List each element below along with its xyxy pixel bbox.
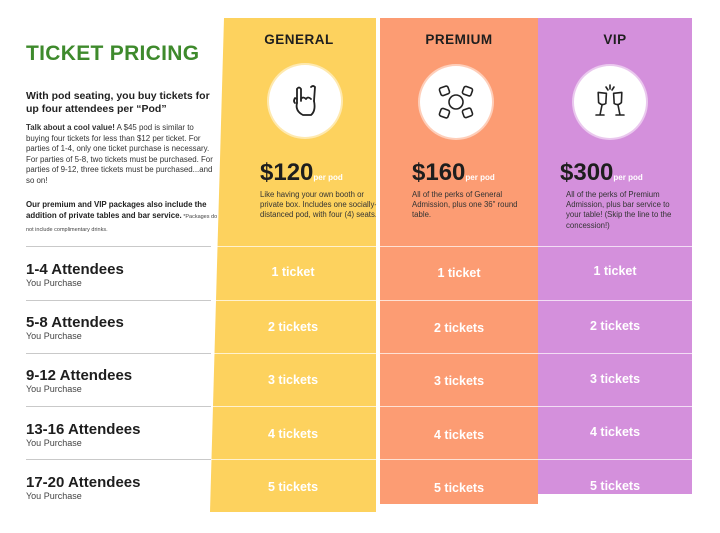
row-divider — [538, 406, 692, 407]
row-divider — [538, 459, 692, 460]
row-sub: You Purchase — [26, 331, 82, 341]
tickets-general-1: 1 ticket — [271, 265, 315, 279]
intro-heading: With pod seating, you buy tickets for up… — [26, 90, 210, 115]
row-attendees: 9-12 Attendees — [26, 367, 133, 384]
tickets-vip-5: 5 tickets — [589, 479, 641, 493]
tickets-general-4: 4 tickets — [267, 427, 319, 441]
row-divider — [26, 300, 211, 301]
intro-paragraph: Talk about a cool value! A $45 pod is si… — [26, 123, 216, 187]
column-general: GENERAL $120per pod Like having your own… — [210, 18, 376, 512]
row-divider — [26, 406, 211, 407]
price-unit: per pod — [313, 173, 343, 182]
price-vip: $300per pod — [560, 159, 643, 187]
description-premium: All of the perks of General Admission, p… — [412, 190, 518, 220]
row-divider — [26, 353, 211, 354]
row-label-2: 5-8 Attendees You Purchase — [26, 314, 211, 342]
row-divider — [538, 246, 692, 247]
tickets-general-5: 5 tickets — [267, 480, 319, 494]
row-sub: You Purchase — [26, 384, 82, 394]
left-panel: TICKET PRICING With pod seating, you buy… — [0, 0, 217, 533]
packages-disclaimer: *Packages do not include complimentary d… — [26, 214, 218, 233]
rock-hand-icon — [269, 65, 341, 137]
price-general: $120per pod — [260, 159, 343, 187]
tickets-vip-1: 1 ticket — [593, 264, 637, 278]
price-value: $120 — [260, 159, 314, 186]
tickets-premium-2: 2 tickets — [433, 321, 485, 335]
price-unit: per pod — [465, 173, 495, 182]
row-sub: You Purchase — [26, 438, 82, 448]
tickets-premium-5: 5 tickets — [433, 481, 485, 495]
row-attendees: 13-16 Attendees — [26, 421, 141, 438]
column-title: PREMIUM — [425, 32, 493, 47]
row-divider — [380, 459, 538, 460]
intro-lead: Talk about a cool value! — [26, 123, 115, 132]
tickets-vip-3: 3 tickets — [589, 372, 641, 386]
row-divider — [380, 353, 538, 354]
tickets-premium-3: 3 tickets — [433, 374, 485, 388]
column-vip: VIP $300per pod All of the perks of Prem… — [538, 18, 692, 494]
table-with-chairs-icon — [420, 66, 492, 138]
row-divider — [380, 406, 538, 407]
row-divider — [538, 300, 692, 301]
tickets-premium-4: 4 tickets — [433, 428, 485, 442]
row-divider — [26, 459, 211, 460]
row-divider — [380, 300, 538, 301]
row-label-4: 13-16 Attendees You Purchase — [26, 421, 211, 449]
row-label-5: 17-20 Attendees You Purchase — [26, 474, 211, 502]
row-divider — [210, 459, 376, 460]
price-value: $300 — [560, 159, 614, 186]
row-attendees: 17-20 Attendees — [26, 474, 141, 491]
tickets-general-3: 3 tickets — [267, 373, 319, 387]
row-label-1: 1-4 Attendees You Purchase — [26, 261, 211, 289]
row-attendees: 5-8 Attendees — [26, 314, 124, 331]
price-value: $160 — [412, 159, 466, 186]
packages-note-text: Our premium and VIP packages also includ… — [26, 200, 207, 220]
row-divider — [210, 353, 376, 354]
tickets-vip-2: 2 tickets — [589, 319, 641, 333]
row-divider — [26, 246, 211, 247]
tickets-vip-4: 4 tickets — [589, 425, 641, 439]
column-title: GENERAL — [264, 32, 334, 47]
column-premium: PREMIUM $160per pod All of the perks of … — [380, 18, 538, 504]
row-sub: You Purchase — [26, 491, 82, 501]
row-sub: You Purchase — [26, 278, 82, 288]
tickets-premium-1: 1 ticket — [437, 266, 481, 280]
row-divider — [538, 353, 692, 354]
column-title: VIP — [603, 32, 627, 47]
page-title: TICKET PRICING — [26, 42, 200, 65]
row-attendees: 1-4 Attendees — [26, 261, 124, 278]
description-general: Like having your own booth or private bo… — [260, 190, 378, 220]
champagne-glasses-icon — [574, 66, 646, 138]
row-divider — [210, 300, 376, 301]
description-vip: All of the perks of Premium Admission, p… — [566, 190, 672, 230]
row-divider — [380, 246, 538, 247]
tickets-general-2: 2 tickets — [267, 320, 319, 334]
row-label-3: 9-12 Attendees You Purchase — [26, 367, 211, 395]
price-premium: $160per pod — [412, 159, 495, 187]
row-divider — [210, 406, 376, 407]
price-unit: per pod — [613, 173, 643, 182]
row-divider — [210, 246, 376, 247]
packages-note: Our premium and VIP packages also includ… — [26, 199, 221, 236]
intro-body: A $45 pod is similar to buying four tick… — [26, 123, 213, 185]
